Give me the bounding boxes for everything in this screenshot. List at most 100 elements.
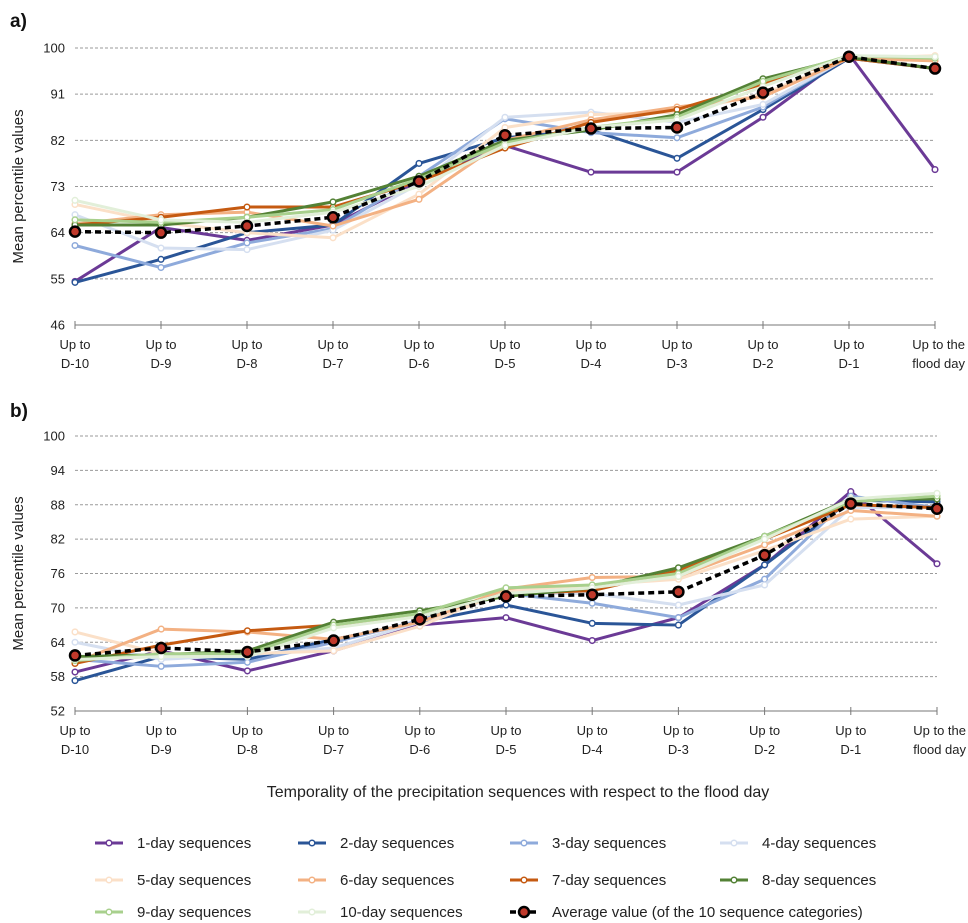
data-point (759, 113, 767, 121)
x-tick-label: Up to (490, 723, 521, 738)
data-point (933, 560, 941, 568)
legend-item-label: 4-day sequences (762, 835, 876, 852)
data-point (674, 621, 682, 629)
data-point (71, 668, 79, 676)
panel-a-label: a) (10, 11, 27, 32)
data-point (673, 154, 681, 162)
data-point (157, 244, 165, 252)
series-line (74, 491, 938, 661)
x-tick-label: D-6 (409, 356, 430, 371)
y-tick-label: 64 (51, 635, 65, 650)
legend: 1-day sequences 2-day sequences 3-day sequ… (95, 835, 876, 921)
data-point (329, 222, 337, 230)
x-tick-label: Up to the (913, 723, 966, 738)
data-point (933, 489, 941, 497)
x-tick-label: Up to (833, 337, 864, 352)
data-point (588, 619, 596, 627)
data-point (931, 166, 939, 174)
x-tick-label: Up to (577, 723, 608, 738)
y-tick-label: 100 (43, 41, 65, 56)
average-point (930, 502, 944, 516)
y-tick-label: 52 (51, 704, 65, 719)
legend-item-label: 2-day sequences (340, 835, 454, 852)
x-tick-label: Up to (489, 337, 520, 352)
x-tick-label: D-5 (495, 356, 516, 371)
x-tick-label: Up to (146, 723, 177, 738)
x-tick-label: Up to (317, 337, 348, 352)
data-point (243, 246, 251, 254)
panel-a-chart: 46 55 64 73 82 91 100 Up to D-10 Up to D-9 Up to D-8… (10, 41, 965, 372)
data-point (157, 653, 165, 661)
y-tick-label: 58 (51, 669, 65, 684)
x-tick-label: D-2 (754, 742, 775, 757)
data-point (587, 168, 595, 176)
average-point (585, 588, 599, 601)
legend-item-label: 9-day sequences (137, 904, 251, 921)
average-point (240, 219, 254, 233)
average-point (68, 225, 82, 238)
average-point (756, 86, 770, 99)
x-tick-label: D-10 (61, 356, 89, 371)
x-axis-title: Temporality of the precipitation sequenc… (267, 784, 770, 801)
x-tick-label: flood day (912, 356, 965, 371)
x-tick-label: Up to (231, 337, 262, 352)
data-point (71, 628, 79, 636)
legend-item-label: 7-day sequences (552, 872, 666, 889)
y-tick-label: 73 (51, 179, 65, 194)
x-tick-label: Up to (232, 723, 263, 738)
y-tick-label: 100 (43, 429, 65, 444)
data-point (157, 216, 165, 224)
y-tick-label: 94 (51, 463, 65, 478)
data-point (674, 614, 682, 622)
data-point (243, 239, 251, 247)
average-point (584, 122, 598, 135)
x-tick-label: D-1 (839, 356, 860, 371)
x-tick-label: D-4 (581, 356, 602, 371)
x-tick-label: Up to the (912, 337, 965, 352)
data-point (329, 234, 337, 242)
panel-b-chart: 52 58 64 70 76 82 88 94 100 Up to D-10 Up to D-9 Up t… (10, 429, 966, 758)
data-point (673, 134, 681, 142)
average-point (670, 121, 684, 134)
x-tick-label: D-5 (496, 742, 517, 757)
average-point (154, 641, 168, 655)
legend-swatch-marker (520, 876, 528, 884)
data-point (588, 636, 596, 645)
average-point (672, 585, 685, 599)
data-point (71, 278, 79, 286)
data-point (329, 198, 337, 206)
x-tick-label: Up to (575, 337, 606, 352)
data-point (243, 658, 251, 666)
average-point (412, 175, 426, 188)
x-tick-label: Up to (404, 723, 435, 738)
legend-item-label: 3-day sequences (552, 835, 666, 852)
x-tick-label: Up to (145, 337, 176, 352)
x-tick-label: D-9 (151, 356, 172, 371)
legend-item-label: 10-day sequences (340, 904, 463, 921)
data-point (588, 573, 596, 582)
legend-swatch-marker (520, 839, 528, 847)
x-tick-label: D-4 (582, 742, 603, 757)
data-point (157, 625, 165, 633)
data-point (761, 561, 769, 569)
average-point (844, 497, 858, 510)
panel-b-label: b) (10, 401, 28, 422)
average-point (68, 649, 82, 662)
data-point (847, 515, 855, 523)
data-point (71, 241, 79, 250)
data-point (157, 662, 165, 670)
y-axis-title: Mean percentile values (10, 496, 27, 650)
data-point (243, 627, 251, 635)
legend-swatch-marker (308, 876, 316, 884)
series-line (74, 54, 936, 235)
y-tick-label: 82 (51, 532, 65, 547)
data-point (501, 141, 509, 150)
data-point (674, 572, 682, 580)
data-point (759, 100, 767, 108)
x-tick-label: D-9 (151, 742, 172, 757)
data-point (674, 601, 682, 609)
data-point (588, 599, 596, 607)
data-point (761, 541, 769, 549)
data-point (761, 535, 769, 543)
x-tick-label: D-7 (323, 742, 344, 757)
